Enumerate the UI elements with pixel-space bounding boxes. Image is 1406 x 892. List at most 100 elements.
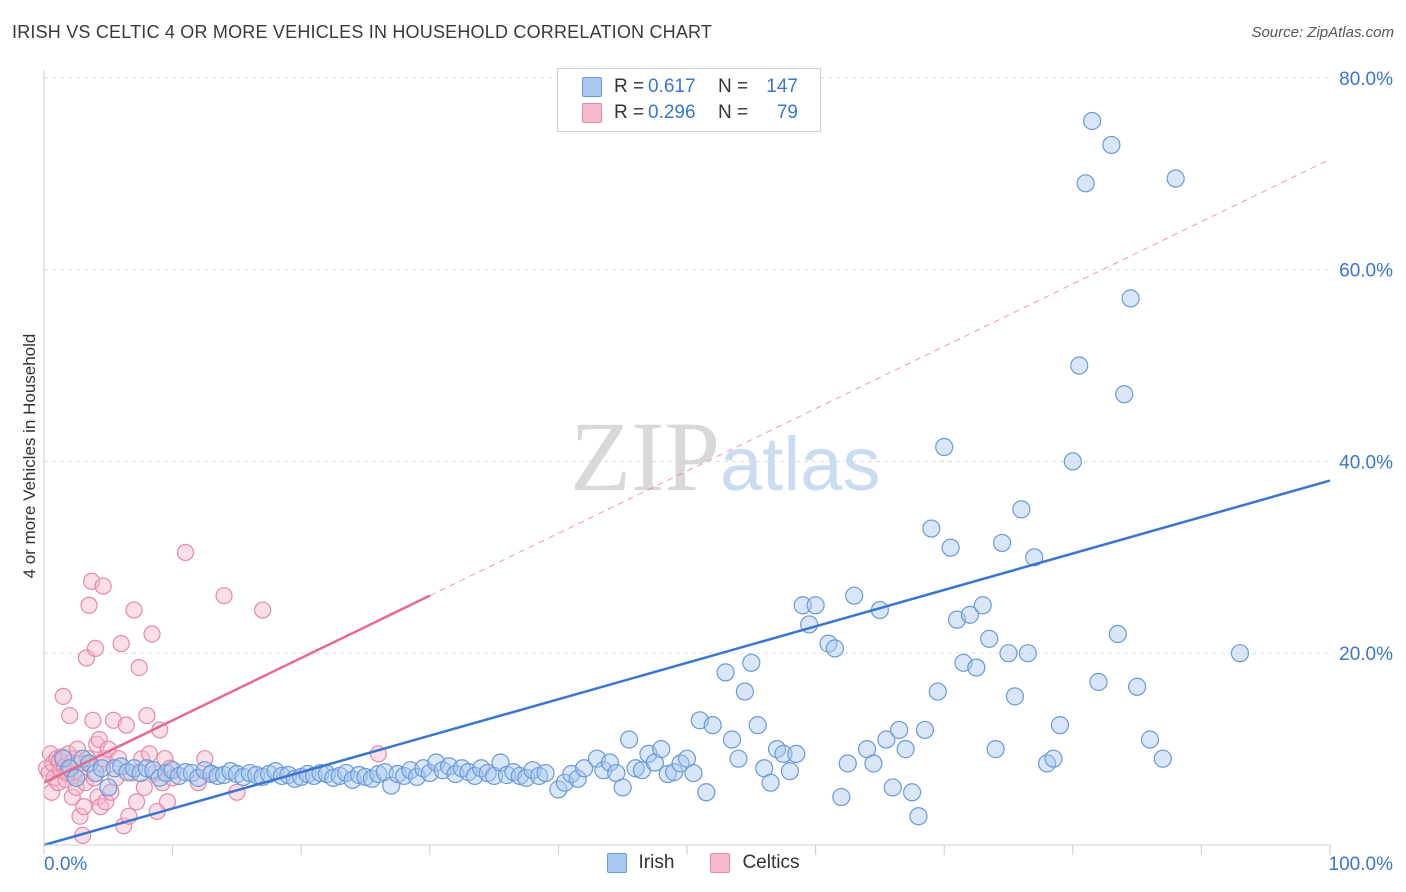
watermark-atlas: atlas bbox=[720, 422, 881, 507]
irish-point bbox=[626, 759, 645, 778]
y-tick-label: 20.0% bbox=[1339, 644, 1393, 665]
irish-point bbox=[793, 596, 812, 615]
irish-swatch bbox=[606, 853, 627, 873]
irish-point bbox=[1044, 749, 1063, 768]
stats-legend: R = 0.617 N = 147 R = 0.296 N = 79 bbox=[557, 68, 821, 132]
celtics-point bbox=[140, 745, 159, 763]
irish-point bbox=[703, 716, 722, 735]
irish-point bbox=[748, 716, 767, 735]
irish-point bbox=[915, 720, 935, 740]
irish-point bbox=[1005, 687, 1025, 706]
series-legend: Irish Celtics bbox=[0, 852, 1406, 874]
irish-point bbox=[780, 762, 799, 781]
celtics-point bbox=[75, 798, 93, 816]
legend-r-value: 0.296 bbox=[648, 102, 696, 123]
celtics-point bbox=[215, 587, 233, 605]
irish-point bbox=[909, 807, 928, 826]
legend-n-value: 147 bbox=[766, 76, 798, 97]
irish-point bbox=[832, 787, 851, 807]
celtics-point bbox=[63, 788, 81, 806]
irish-point bbox=[980, 629, 999, 648]
irish-point bbox=[825, 639, 844, 658]
celtics-point bbox=[71, 807, 89, 825]
legend-label-irish: Irish bbox=[638, 852, 675, 873]
celtics-swatch bbox=[582, 103, 602, 123]
irish-point bbox=[697, 783, 716, 802]
irish-point bbox=[986, 740, 1005, 759]
legend-n-value: 79 bbox=[776, 102, 798, 123]
irish-point bbox=[1070, 356, 1089, 375]
irish-point bbox=[1089, 672, 1108, 692]
irish-point bbox=[1102, 135, 1121, 155]
irish-point bbox=[1153, 749, 1172, 768]
irish-point bbox=[1050, 716, 1070, 735]
legend-item-celtics: Celtics bbox=[710, 852, 799, 874]
irish-point bbox=[1012, 500, 1031, 519]
irish-point bbox=[716, 663, 735, 682]
irish-points bbox=[54, 111, 1250, 826]
celtics-point bbox=[176, 543, 195, 562]
irish-point bbox=[722, 730, 742, 749]
irish-point bbox=[787, 744, 806, 763]
irish-point bbox=[1115, 385, 1134, 404]
irish-point bbox=[999, 644, 1018, 663]
irish-point bbox=[864, 754, 883, 773]
irish-point bbox=[935, 437, 954, 457]
chart-title: IRISH VS CELTIC 4 OR MORE VEHICLES IN HO… bbox=[12, 22, 713, 42]
irish-point bbox=[877, 730, 896, 749]
irish-point bbox=[652, 740, 671, 759]
irish-point bbox=[369, 764, 388, 784]
irish-point bbox=[967, 658, 986, 677]
legend-item-irish: Irish bbox=[606, 852, 675, 874]
irish-point bbox=[845, 586, 864, 605]
x-tick-label-min: 0.0% bbox=[44, 854, 87, 875]
irish-point bbox=[890, 720, 909, 740]
irish-point bbox=[896, 740, 915, 759]
irish-point bbox=[1140, 730, 1160, 749]
irish-point bbox=[658, 764, 677, 784]
celtics-point bbox=[135, 778, 153, 797]
celtics-point bbox=[127, 793, 146, 811]
irish-point bbox=[137, 759, 156, 778]
irish-point bbox=[568, 769, 587, 788]
irish-point bbox=[1076, 174, 1095, 193]
irish-point bbox=[92, 759, 111, 778]
irish-point bbox=[575, 759, 594, 778]
celtics-point bbox=[143, 625, 161, 643]
celtics-point bbox=[54, 687, 72, 705]
legend-label-celtics: Celtics bbox=[742, 852, 800, 873]
legend-r-key: R = bbox=[614, 76, 645, 97]
legend-row-celtics: R = 0.296 N = 79 bbox=[582, 100, 798, 126]
celtics-point bbox=[91, 798, 110, 816]
irish-point bbox=[1230, 644, 1250, 663]
watermark-zip: ZIP bbox=[570, 401, 720, 512]
irish-point bbox=[1166, 169, 1185, 188]
irish-point bbox=[536, 763, 555, 783]
irish-point bbox=[729, 749, 748, 768]
irish-point bbox=[735, 682, 754, 701]
irish-point bbox=[761, 773, 780, 792]
celtics-point bbox=[107, 769, 125, 787]
irish-trend-line bbox=[43, 479, 1331, 847]
source-label: Source: ZipAtlas.com bbox=[1251, 24, 1394, 41]
celtics-point bbox=[130, 658, 148, 677]
celtics-point bbox=[112, 635, 130, 653]
celtics-point bbox=[138, 706, 156, 725]
irish-point bbox=[1018, 644, 1037, 663]
celtics-point bbox=[97, 793, 115, 811]
irish-point bbox=[1108, 624, 1127, 644]
irish-point bbox=[928, 682, 947, 701]
irish-point bbox=[742, 653, 761, 672]
celtics-point bbox=[104, 711, 123, 729]
legend-row-irish: R = 0.617 N = 147 bbox=[582, 74, 798, 100]
celtics-point bbox=[254, 601, 272, 619]
irish-point bbox=[806, 596, 825, 615]
irish-point bbox=[202, 764, 221, 784]
irish-swatch bbox=[582, 77, 602, 97]
irish-point bbox=[922, 519, 941, 538]
irish-point bbox=[1127, 677, 1147, 696]
y-tick-label: 40.0% bbox=[1339, 452, 1393, 473]
irish-point bbox=[67, 768, 86, 787]
irish-point bbox=[1082, 111, 1102, 131]
irish-point bbox=[600, 753, 619, 772]
